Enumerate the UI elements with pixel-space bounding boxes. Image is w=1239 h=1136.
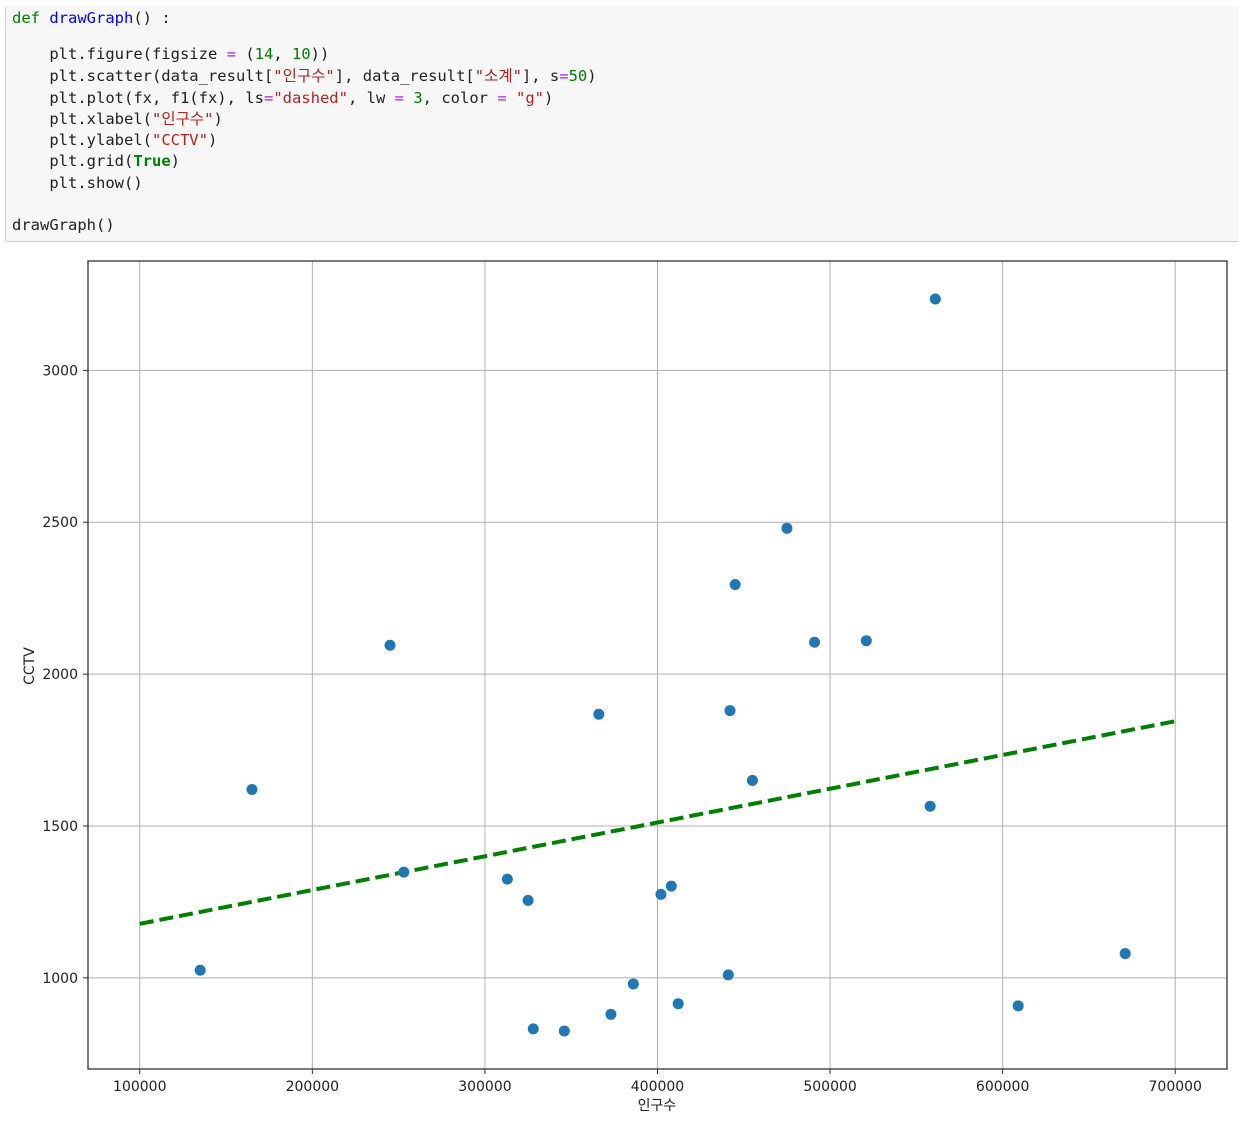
code-string: "소계" [474, 67, 522, 85]
x-axis-label: 인구수 [638, 1098, 677, 1114]
y-tick-label: 1000 [42, 971, 78, 987]
code-string: "g" [506, 89, 544, 107]
code-text: ) [170, 152, 180, 170]
y-tick-label: 2000 [42, 667, 78, 683]
x-tick-label: 400000 [631, 1079, 684, 1095]
code-number: 50 [568, 67, 588, 85]
x-tick-label: 200000 [286, 1079, 339, 1095]
code-line-plot: plt.plot(fx, f1(fx), ls="dashed", lw = 3… [12, 88, 553, 108]
code-number: 14 [254, 45, 274, 63]
code-text: plt.scatter(data_result[ [49, 67, 274, 85]
code-cell[interactable]: def drawGraph() : plt.figure(figsize = (… [5, 6, 1239, 242]
code-string: "CCTV" [151, 131, 208, 149]
scatter-point [722, 969, 734, 981]
function-name: drawGraph [49, 9, 134, 27]
code-operator: = [226, 45, 236, 63]
scatter-point [593, 708, 605, 720]
trend-line-layer [139, 719, 1176, 926]
code-text: plt.grid( [49, 152, 134, 170]
code-number: 3 [403, 89, 423, 107]
scatter-point [860, 635, 872, 647]
scatter-point [655, 888, 667, 900]
code-line-figure: plt.figure(figsize = (14, 10)) [12, 44, 329, 64]
scatter-point [724, 705, 736, 717]
plot-output: 100000 200000 300000 400000 500000 600000 7000… [0, 250, 1239, 1120]
scatter-point [672, 998, 684, 1010]
code-operator: = [263, 89, 274, 107]
grid-lines [88, 261, 1227, 1069]
code-text: ], s [521, 67, 560, 85]
scatter-points [194, 293, 1131, 1037]
code-keyword: True [133, 152, 171, 170]
code-text: plt.show() [49, 174, 143, 192]
code-text: drawGraph() [12, 216, 115, 234]
code-text: plt.figure(figsize [49, 45, 227, 63]
code-text: plt.xlabel( [49, 110, 152, 128]
code-text: ) [213, 110, 223, 128]
code-text: ( [235, 45, 255, 63]
code-text: )) [310, 45, 330, 63]
scatter-point [809, 636, 821, 648]
code-text: ], data_result[ [334, 67, 475, 85]
code-text: , color [422, 89, 498, 107]
scatter-point [605, 1008, 617, 1020]
y-tick-label: 3000 [42, 363, 78, 379]
scatter-point [665, 880, 677, 892]
y-tick-label: 2500 [42, 515, 78, 531]
code-line-scatter: plt.scatter(data_result["인구수"], data_res… [12, 66, 597, 86]
code-string: "인구수" [273, 67, 335, 85]
code-operator: = [394, 89, 404, 107]
code-text: ) [543, 89, 554, 107]
code-number: 10 [292, 45, 311, 63]
code-line-xlabel: plt.xlabel("인구수") [12, 109, 223, 129]
scatter-point [527, 1023, 539, 1035]
scatter-point [398, 866, 410, 878]
code-text: () : [133, 9, 171, 27]
scatter-point [729, 579, 741, 591]
code-text: ) [587, 67, 597, 85]
code-line-def: def drawGraph() : [12, 8, 171, 28]
scatter-point [558, 1025, 570, 1037]
code-line-ylabel: plt.ylabel("CCTV") [12, 130, 217, 150]
code-line-call: drawGraph() [12, 215, 115, 235]
trend-line [139, 719, 1176, 926]
code-string: "dashed" [273, 89, 348, 107]
scatter-point [384, 639, 396, 651]
code-line-show: plt.show() [12, 173, 143, 193]
code-line-grid: plt.grid(True) [12, 151, 180, 171]
scatter-point [246, 784, 258, 796]
scatter-point [501, 873, 513, 885]
scatter-point [522, 894, 534, 906]
code-operator: = [559, 67, 569, 85]
scatter-point [627, 978, 639, 990]
scatter-point [1119, 948, 1131, 960]
scatter-point [929, 293, 941, 305]
code-text: , lw [347, 89, 395, 107]
code-text: plt.plot(fx, f1(fx), ls [49, 89, 264, 107]
code-text: ) [207, 131, 218, 149]
scatter-chart: 100000 200000 300000 400000 500000 600000 7000… [22, 260, 1228, 1114]
x-tick-label: 600000 [976, 1079, 1029, 1095]
code-operator: = [497, 89, 507, 107]
axis-ticks: 100000 200000 300000 400000 500000 600000 7000… [42, 363, 1202, 1095]
scatter-point [746, 774, 758, 786]
x-tick-label: 700000 [1149, 1079, 1202, 1095]
code-text: plt.ylabel( [49, 131, 152, 149]
scatter-point [194, 964, 206, 976]
scatter-point [781, 522, 793, 534]
x-tick-label: 100000 [113, 1079, 166, 1095]
code-text: , [273, 45, 292, 63]
y-axis-label: CCTV [22, 647, 38, 685]
x-tick-label: 300000 [458, 1079, 511, 1095]
keyword-def: def [12, 9, 40, 27]
x-tick-label: 500000 [803, 1079, 856, 1095]
scatter-point [1012, 1000, 1024, 1012]
code-string: "인구수" [151, 110, 214, 128]
scatter-point [924, 800, 936, 812]
y-tick-label: 1500 [42, 819, 78, 835]
